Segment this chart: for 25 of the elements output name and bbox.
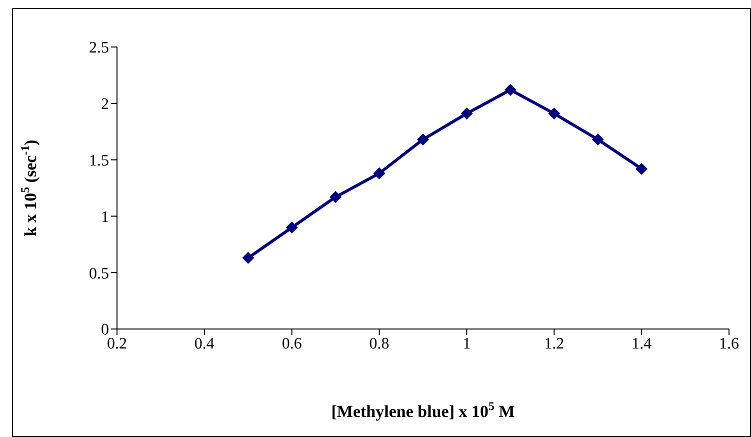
x-tick-label: 0.8: [369, 335, 390, 352]
point: [242, 252, 254, 264]
y-tick-label: 0.5: [89, 265, 109, 282]
x-axis-title: [Methylene blue] x 10$^{5}$ M: [331, 399, 515, 421]
x-tick-label: 1: [462, 335, 471, 352]
point: [373, 167, 386, 180]
point: [636, 162, 648, 175]
y-tick-label: 1: [101, 208, 109, 226]
y-tick-label: 0: [101, 322, 109, 339]
x-tick-label: 0.4: [194, 335, 214, 352]
point: [417, 133, 429, 146]
point: [504, 84, 516, 96]
point: [460, 108, 473, 120]
x-tick-label: 0.6: [282, 335, 302, 352]
x-tick-label: 1.6: [719, 335, 739, 352]
x-tick-label: 1.4: [632, 335, 652, 352]
point: [548, 108, 560, 120]
y-tick-label: 1.5: [89, 152, 109, 170]
y-tick-label: 2.5: [89, 40, 109, 57]
point: [592, 133, 604, 146]
y-tick-label: 2: [101, 96, 109, 114]
point: [330, 191, 342, 204]
point: [286, 221, 298, 234]
x-tick-label: 1.2: [544, 335, 564, 352]
x-tick-label: 0.2: [107, 335, 127, 352]
